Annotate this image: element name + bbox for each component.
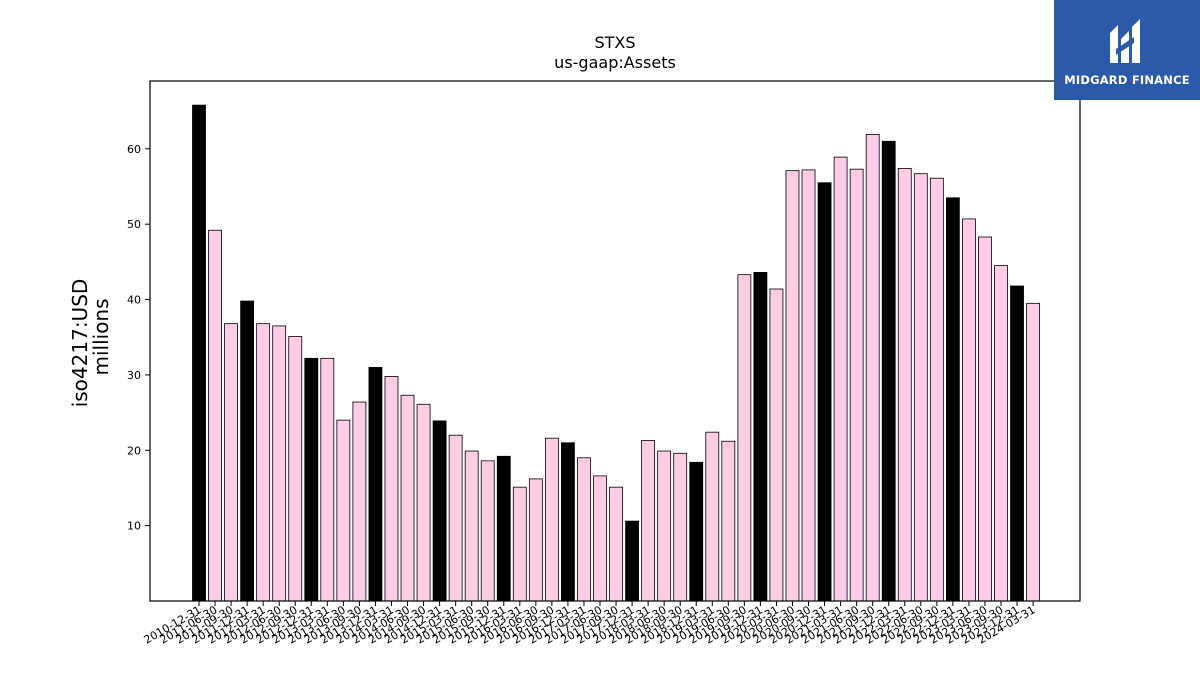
y-axis-label: iso4217:USD	[68, 279, 92, 408]
bar	[528, 478, 543, 602]
bar	[384, 376, 399, 602]
bar	[753, 272, 768, 602]
bar	[464, 450, 479, 602]
bar	[192, 104, 206, 602]
bar	[544, 437, 559, 602]
bar	[625, 520, 639, 602]
bar	[929, 177, 944, 602]
bar	[737, 274, 752, 602]
bar	[352, 401, 367, 602]
y-tick-label: 30	[127, 369, 141, 382]
bar	[865, 134, 880, 602]
y-axis: 10 20 30 40 50 60	[127, 143, 150, 533]
y-tick-label: 10	[127, 520, 141, 533]
bar	[849, 168, 864, 602]
bar	[721, 440, 736, 602]
bar	[994, 265, 1008, 602]
bar	[945, 197, 960, 602]
bar	[304, 357, 319, 602]
bar	[288, 336, 303, 602]
bar	[561, 442, 575, 602]
midgard-logo-icon	[1110, 19, 1140, 63]
bar	[496, 455, 511, 602]
y-tick-label: 60	[127, 143, 141, 156]
bar	[657, 450, 672, 602]
chart-subtitle: us-gaap:Assets	[554, 53, 676, 72]
bar	[432, 420, 447, 602]
bar	[817, 182, 832, 602]
bar	[897, 168, 912, 602]
bar	[978, 236, 992, 602]
bar	[673, 452, 688, 602]
y-tick-label: 20	[127, 444, 141, 457]
bar	[962, 218, 976, 602]
chart-title: STXS	[594, 33, 635, 52]
bar	[224, 323, 238, 602]
bar	[1026, 302, 1040, 602]
bar	[240, 300, 255, 602]
bar	[705, 431, 720, 602]
y-tick-label: 50	[127, 218, 141, 231]
bar	[512, 486, 527, 602]
brand-name: MIDGARD FINANCE	[1064, 73, 1190, 87]
plot-frame	[149, 80, 1081, 602]
bar	[833, 156, 848, 602]
bar	[336, 419, 351, 602]
bar	[256, 323, 271, 602]
bar	[609, 486, 623, 602]
bar	[881, 140, 896, 602]
bar	[913, 173, 928, 602]
y-tick-label: 40	[127, 294, 141, 307]
brand-logo: MIDGARD FINANCE	[1054, 0, 1200, 100]
x-axis: 2010-12-312011-06-302011-09-302011-12-31…	[142, 601, 1038, 647]
bar	[480, 460, 495, 602]
bars-group	[192, 104, 1040, 602]
bar	[1010, 285, 1024, 602]
bar	[641, 440, 656, 602]
bar	[272, 325, 287, 602]
bar	[801, 169, 816, 602]
y-axis-label-units: millions	[89, 298, 113, 375]
bar	[769, 288, 784, 602]
bar	[577, 457, 591, 602]
bar	[368, 366, 383, 602]
bar	[689, 461, 704, 602]
bar	[320, 357, 335, 602]
bar	[416, 403, 431, 602]
bar	[448, 434, 463, 602]
bar	[400, 394, 415, 602]
bar	[208, 229, 222, 602]
bar	[785, 170, 800, 602]
bar	[593, 475, 607, 602]
